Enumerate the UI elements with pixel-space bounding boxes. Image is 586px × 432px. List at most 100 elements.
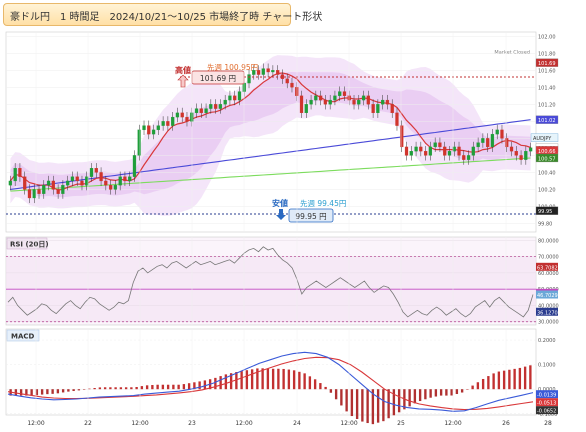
- rsi-y-tick: 80.0000: [538, 238, 559, 244]
- x-tick-label: 12:00: [340, 420, 357, 427]
- candle-body: [290, 82, 294, 88]
- y-tick-label: 101.60: [538, 68, 556, 74]
- candle: [385, 94, 390, 110]
- price-tag-text-low: 99.95: [538, 209, 552, 215]
- candle-body: [333, 95, 337, 101]
- candle-body: [276, 70, 280, 75]
- candle: [419, 141, 423, 157]
- candle: [51, 175, 55, 195]
- macd-tag: [536, 390, 558, 399]
- low-value-box: [288, 208, 334, 223]
- candle: [123, 171, 127, 187]
- candle-body: [309, 99, 313, 105]
- prev-low-label: 先週 99.45円: [300, 198, 346, 208]
- macd-tag-text: -0.0139: [537, 393, 556, 399]
- candle: [519, 150, 523, 165]
- candle-body: [304, 104, 308, 114]
- macd-label-box: [6, 329, 40, 342]
- candle-body: [75, 176, 79, 182]
- x-tick-label: 22: [84, 420, 92, 427]
- candle: [409, 146, 413, 161]
- candle-body: [156, 125, 160, 131]
- low-value: 99.95 円: [295, 212, 326, 221]
- macd-histogram-bar: [182, 384, 186, 390]
- candle-body: [509, 146, 514, 152]
- macd-histogram-bar: [56, 389, 60, 394]
- rsi-y-tick: 70.0000: [538, 255, 559, 261]
- main-grid: [6, 36, 536, 224]
- rsi-label: RSI (20日): [10, 241, 49, 249]
- candle-body: [175, 112, 180, 118]
- candle: [147, 120, 151, 140]
- x-tick-label: 12:00: [131, 420, 148, 427]
- macd-lines: [6, 339, 536, 425]
- candle: [118, 171, 122, 191]
- candle-body: [428, 146, 433, 156]
- macd-histogram-bar: [450, 389, 453, 396]
- candle: [37, 184, 41, 199]
- candle: [166, 116, 170, 131]
- candle: [228, 90, 232, 106]
- macd-histogram-bar: [235, 372, 238, 390]
- candle: [213, 99, 218, 114]
- macd-histogram-bar: [35, 389, 39, 396]
- rsi-tag-text: 46.7029: [537, 293, 558, 299]
- macd-histogram-bar: [345, 389, 348, 412]
- macd-histogram-bar: [455, 389, 459, 395]
- candles: [8, 63, 533, 204]
- candle: [209, 99, 213, 114]
- candle-body: [147, 125, 151, 135]
- candle: [462, 150, 466, 165]
- macd-histogram-bar: [292, 370, 296, 390]
- macd-histogram-bar: [497, 371, 501, 390]
- macd-histogram-bar: [250, 369, 254, 390]
- bollinger-band: [10, 55, 531, 216]
- candle-body: [457, 146, 461, 156]
- macd-histogram-bar: [240, 371, 243, 390]
- candle-body: [247, 74, 251, 84]
- candle: [328, 94, 332, 110]
- candle: [476, 137, 480, 152]
- macd-histogram-bar: [424, 389, 427, 400]
- y-tick-label: 101.40: [538, 85, 556, 91]
- candle-body: [285, 78, 289, 84]
- candle-body: [357, 99, 361, 105]
- candle-body: [476, 142, 480, 148]
- candle: [185, 112, 189, 127]
- rsi-lines: [6, 240, 536, 323]
- x-tick-label: 12:00: [444, 420, 461, 427]
- candle-body: [256, 70, 261, 75]
- candle: [142, 120, 146, 135]
- candle-body: [104, 180, 108, 186]
- candle-body: [366, 95, 370, 105]
- candle: [338, 86, 342, 101]
- rsi-y-tick: 40.0000: [538, 303, 559, 309]
- candle-body: [171, 116, 175, 126]
- macd-histogram-bar: [156, 384, 159, 390]
- macd-histogram-bar: [319, 383, 322, 390]
- rsi-tag: [536, 262, 558, 271]
- candle: [151, 124, 156, 140]
- macd-histogram-bar: [334, 389, 338, 400]
- candle-body: [46, 180, 51, 186]
- candle: [89, 163, 94, 182]
- main-price-tags: 101.69101.02100.69100.66100.5799.95AUDJP…: [530, 58, 559, 215]
- macd-histogram-bar: [392, 389, 396, 416]
- candle: [490, 129, 495, 152]
- candle: [447, 146, 452, 161]
- candle-body: [299, 95, 304, 114]
- candle: [132, 150, 137, 182]
- y-tick-label: 99.80: [538, 221, 552, 227]
- candle: [361, 90, 366, 106]
- candle-body: [128, 176, 132, 182]
- candle-body: [61, 185, 65, 194]
- y-tick-label: 101.20: [538, 102, 556, 108]
- candle-body: [447, 150, 452, 156]
- macd-histogram-bar: [282, 368, 285, 390]
- macd-histogram-bar: [151, 385, 154, 390]
- y-tick-label: 102.00: [538, 34, 556, 40]
- candle: [137, 124, 141, 161]
- candle-body: [151, 129, 156, 135]
- macd-histogram-bar: [508, 369, 511, 390]
